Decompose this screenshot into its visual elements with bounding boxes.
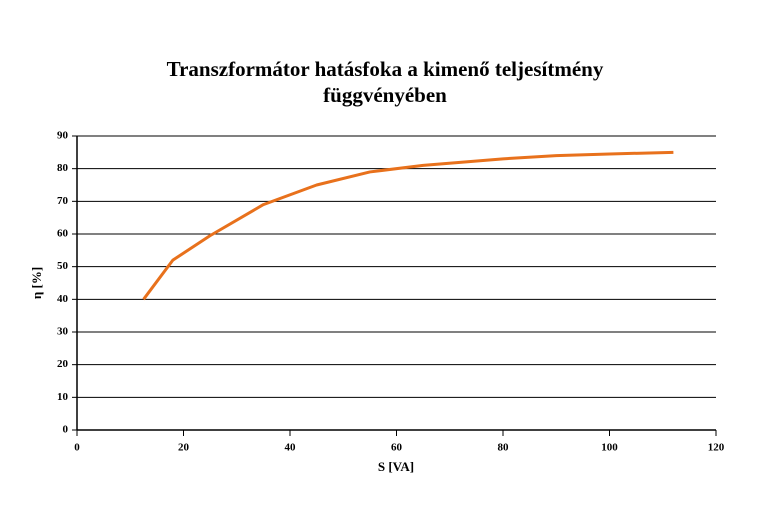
y-tick-label: 50 [57, 260, 69, 272]
y-axis-label: η [%] [29, 267, 44, 299]
chart-title: Transzformátor hatásfoka a kimenő teljes… [166, 57, 604, 107]
y-tick-label: 30 [57, 326, 69, 338]
x-tick-label: 40 [285, 442, 297, 454]
x-tick-label: 120 [708, 442, 725, 454]
x-axis-label: S [VA] [378, 459, 414, 474]
y-tick-label: 40 [57, 293, 69, 305]
x-tick-label: 20 [178, 442, 190, 454]
y-tick-label: 20 [57, 358, 69, 370]
y-tick-label: 60 [57, 228, 69, 240]
x-tick-label: 60 [391, 442, 403, 454]
x-tick-label: 0 [74, 442, 80, 454]
y-tick-label: 90 [57, 130, 69, 142]
y-tick-label: 0 [63, 424, 69, 436]
x-tick-label: 100 [601, 442, 618, 454]
x-tick-label: 80 [498, 442, 510, 454]
y-tick-label: 10 [57, 391, 69, 403]
y-tick-label: 70 [57, 195, 69, 207]
y-tick-label: 80 [57, 162, 69, 174]
data-line [142, 150, 674, 301]
